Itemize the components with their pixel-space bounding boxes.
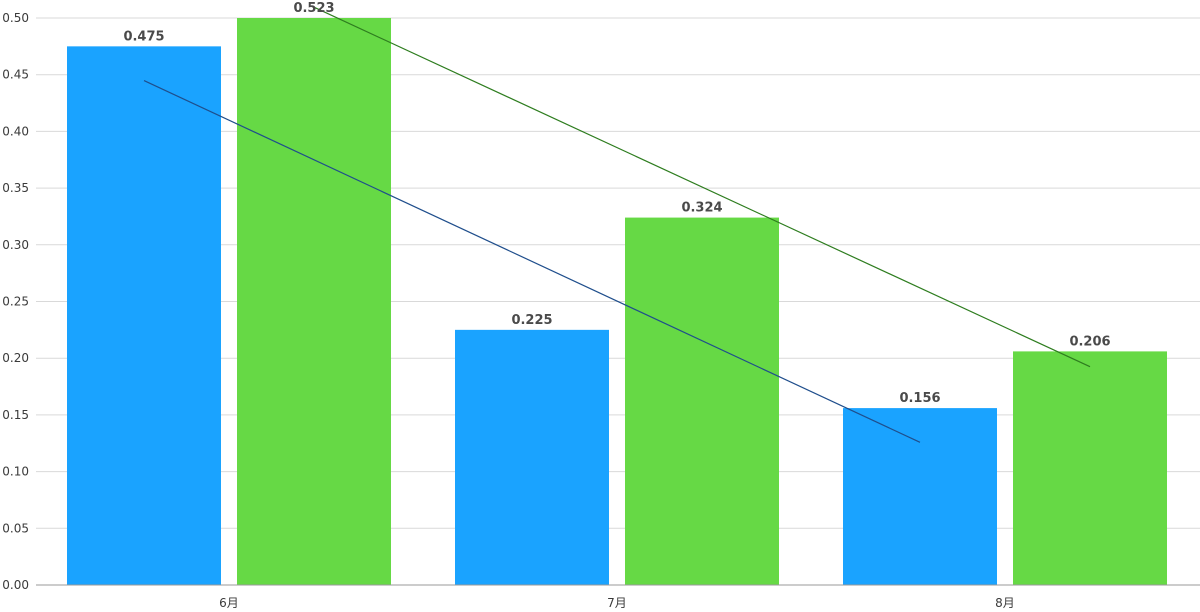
x-category-label: 6月 bbox=[219, 596, 239, 610]
x-axis-categories: 6月 7月 8月 bbox=[219, 596, 1015, 610]
bar-series2-2 bbox=[1013, 351, 1167, 585]
bar-series2-1 bbox=[625, 217, 779, 586]
y-tick-label: 0.50 bbox=[2, 11, 29, 25]
bars bbox=[67, 18, 1167, 586]
y-tick-label: 0.25 bbox=[2, 295, 29, 309]
x-category-label: 7月 bbox=[607, 596, 627, 610]
trendlines bbox=[143, 6, 1091, 443]
bar-series2-0 bbox=[237, 18, 391, 585]
y-tick-label: 0.20 bbox=[2, 351, 29, 365]
data-label: 0.156 bbox=[899, 391, 940, 406]
y-tick-label: 0.30 bbox=[2, 238, 29, 252]
bar-series1-1 bbox=[455, 329, 609, 585]
trendline-series2 bbox=[313, 6, 1091, 368]
data-label: 0.206 bbox=[1069, 334, 1110, 349]
y-tick-label: 0.15 bbox=[2, 408, 29, 422]
data-label: 0.523 bbox=[293, 1, 334, 16]
bar-series1-2 bbox=[843, 408, 997, 585]
y-tick-label: 0.45 bbox=[2, 68, 29, 82]
data-label: 0.225 bbox=[511, 313, 552, 328]
y-tick-label: 0.35 bbox=[2, 181, 29, 195]
trendline-series1 bbox=[143, 80, 921, 443]
y-axis-ticks: 0.00 0.05 0.10 0.15 0.20 0.25 0.30 0.35 0.40 0.45… bbox=[2, 11, 29, 592]
data-label: 0.475 bbox=[123, 29, 164, 44]
data-labels: 0.475 0.225 0.156 0.523 0.324 0.206 bbox=[123, 1, 1110, 406]
y-tick-label: 0.00 bbox=[2, 578, 29, 592]
y-tick-label: 0.40 bbox=[2, 124, 29, 138]
y-tick-label: 0.10 bbox=[2, 465, 29, 479]
x-category-label: 8月 bbox=[995, 596, 1015, 610]
y-tick-label: 0.05 bbox=[2, 521, 29, 535]
bar-series1-0 bbox=[67, 46, 221, 586]
data-label: 0.324 bbox=[681, 201, 722, 216]
